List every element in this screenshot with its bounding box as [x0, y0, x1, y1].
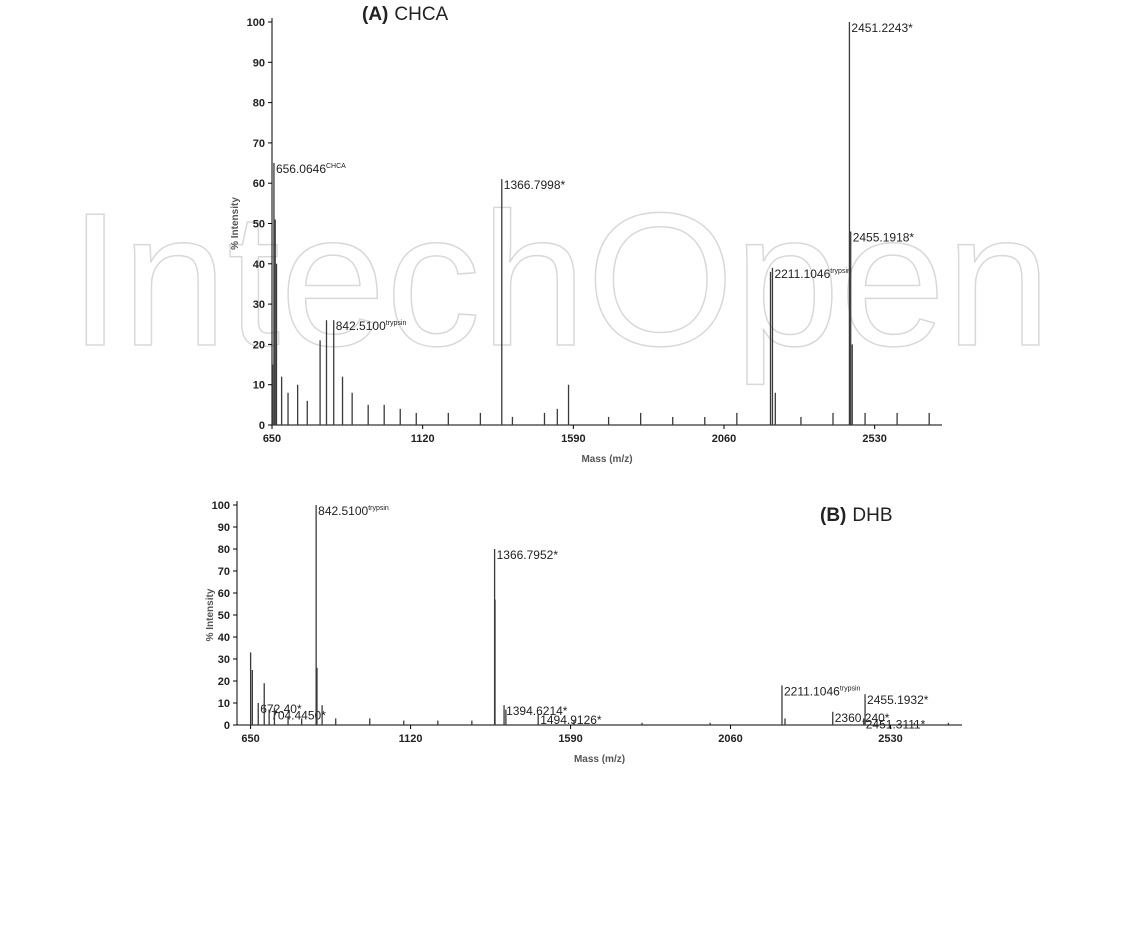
watermark: IntechOpen [69, 174, 1051, 386]
peak-label: 2211.1046trypsin [774, 267, 851, 281]
peak-label-text: 2451.3111* [866, 717, 926, 731]
title-text: DHB [852, 505, 892, 526]
peak-label-text: 2451.2243* [851, 21, 913, 35]
peak-label-text: 2455.1918* [853, 231, 915, 245]
y-tick-label: 10 [253, 380, 265, 392]
peak-label-text: 704.4450* [271, 709, 326, 723]
y-tick-label: 100 [212, 500, 230, 512]
y-tick-label: 10 [218, 698, 230, 710]
x-tick-label: 650 [263, 433, 281, 445]
peak-label-text: 2211.1046 [774, 267, 830, 281]
y-tick-label: 20 [218, 676, 230, 688]
peak-label-text: 842.5100 [336, 319, 386, 333]
x-tick-label: 1120 [399, 733, 423, 745]
y-tick-label: 0 [224, 720, 230, 732]
x-tick-label: 1120 [411, 433, 435, 445]
peak-label: 1366.7998* [504, 178, 566, 192]
peak-label-text: 2455.1932* [867, 693, 929, 707]
peak-label-text: 842.5100 [318, 504, 368, 518]
x-tick-label: 2530 [862, 433, 886, 445]
y-tick-label: 50 [218, 610, 230, 622]
y-axis-label: % Intensity [230, 197, 241, 250]
chart-title: (B) DHB [820, 505, 893, 526]
peak-label-text: 1494.9126* [540, 713, 602, 727]
peak-label: 1494.9126* [540, 713, 602, 727]
x-tick-label: 2060 [718, 733, 742, 745]
y-tick-label: 60 [218, 588, 230, 600]
peak-label-text: 2211.1046 [784, 684, 840, 698]
y-tick-label: 40 [218, 632, 230, 644]
y-tick-label: 80 [253, 98, 265, 110]
y-tick-label: 90 [218, 522, 230, 534]
y-tick-label: 100 [247, 17, 265, 29]
peak-label: 2451.3111* [866, 717, 926, 731]
peak-label: 842.5100trypsin [336, 319, 407, 333]
y-tick-label: 70 [253, 138, 265, 150]
chart-title: (A) CHCA [362, 4, 449, 25]
peak-label: 2455.1932* [867, 693, 929, 707]
peak-label-text: 656.0646 [276, 162, 326, 176]
y-tick-label: 20 [253, 339, 265, 351]
x-tick-label: 650 [241, 733, 259, 745]
y-tick-label: 60 [253, 178, 265, 190]
y-tick-label: 40 [253, 259, 265, 271]
title-text: CHCA [394, 4, 448, 25]
y-axis-label: % Intensity [205, 588, 216, 641]
peak-label-text: 2360.240* [835, 711, 890, 725]
x-tick-label: 1590 [558, 733, 582, 745]
peak-label: 1366.7952* [497, 548, 559, 562]
peak-label: 2455.1918* [853, 231, 915, 245]
y-tick-label: 30 [218, 654, 230, 666]
x-tick-label: 1590 [561, 433, 585, 445]
peak-label-sup: trypsin [840, 685, 861, 692]
peak-label: 2211.1046trypsin [784, 684, 861, 698]
x-tick-label: 2060 [712, 433, 736, 445]
peak-label: 672.40* [260, 702, 302, 716]
peak-label: 2451.2243* [851, 21, 913, 35]
peak-label: 704.4450* [271, 709, 326, 723]
y-tick-label: 90 [253, 57, 265, 69]
peak-label: 842.5100trypsin [318, 504, 389, 518]
y-tick-label: 0 [259, 420, 265, 432]
peak-label: 2360.240* [835, 711, 890, 725]
peak-label-sup: CHCA [326, 163, 346, 170]
peak-label: 656.0646CHCA [276, 162, 346, 176]
x-axis-label: Mass (m/z) [574, 754, 625, 765]
y-tick-label: 70 [218, 566, 230, 578]
x-axis-label: Mass (m/z) [581, 454, 632, 465]
peak-label-sup: trypsin [830, 268, 851, 275]
peak-label-text: 1366.7998* [504, 178, 566, 192]
peak-label-sup: trypsin [386, 320, 407, 327]
peak-label: 1394.6214* [506, 704, 568, 718]
title-tag: (B) [820, 505, 846, 526]
peak-label-sup: trypsin [368, 505, 389, 512]
y-tick-label: 30 [253, 299, 265, 311]
peak-label-text: 672.40* [260, 702, 302, 716]
peak-label-text: 1366.7952* [497, 548, 559, 562]
title-tag: (A) [362, 4, 388, 25]
y-tick-label: 50 [253, 219, 265, 231]
x-tick-label: 2530 [878, 733, 902, 745]
peak-label-text: 1394.6214* [506, 704, 568, 718]
y-tick-label: 80 [218, 544, 230, 556]
